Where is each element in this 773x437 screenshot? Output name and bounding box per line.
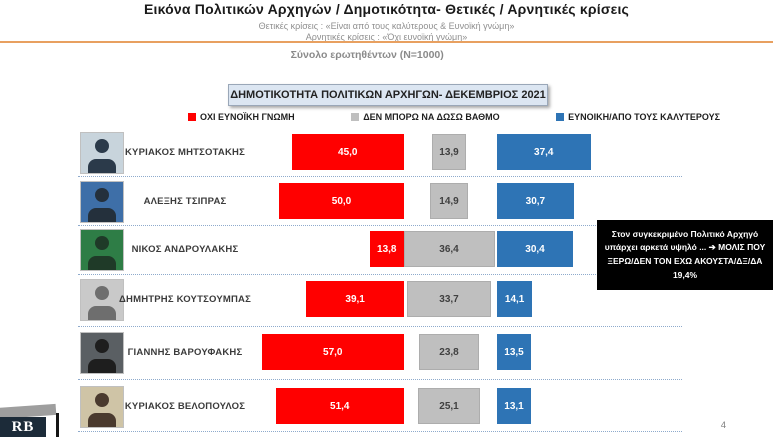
bar-value-label: 50,0 <box>331 195 352 207</box>
bar-positive: 14,1 <box>497 281 533 317</box>
annotation-box: Στον συγκεκριμένο Πολιτικό Αρχηγό υπάρχε… <box>597 220 773 290</box>
mrb-logo: RB <box>0 417 46 437</box>
row-separator <box>78 379 682 380</box>
bar-value-label: 13,1 <box>504 400 524 412</box>
politician-row: ΚΥΡΙΑΚΟΣ ΒΕΛΟΠΟΥΛΟΣ 51,4 25,1 13,1 <box>0 382 773 430</box>
bar-value-label: 39,1 <box>345 293 365 305</box>
politician-name: ΑΛΕΞΗΣ ΤΣΙΠΡΑΣ <box>143 195 227 207</box>
row-separator <box>78 176 682 177</box>
photo-body-silhouette <box>88 208 116 222</box>
politician-photo <box>80 229 124 271</box>
photo-head-silhouette <box>95 139 109 153</box>
bar-neutral: 13,9 <box>431 134 467 170</box>
chart-legend: ΟΧΙ ΕΥΝΟΪΚΗ ΓΝΩΜΗ ΔΕΝ ΜΠΟΡΩ ΝΑ ΔΩΣΩ ΒΑΘΜ… <box>188 112 720 122</box>
bar-negative: 45,0 <box>291 134 404 170</box>
politician-row: ΚΥΡΙΑΚΟΣ ΜΗΤΣΟΤΑΚΗΣ 45,0 13,9 37,4 <box>0 128 773 176</box>
bar-value-label: 30,7 <box>525 195 546 207</box>
politician-row: ΓΙΑΝΝΗΣ ΒΑΡΟΥΦΑΚΗΣ 57,0 23,8 13,5 <box>0 328 773 376</box>
page-number: 4 <box>720 420 726 431</box>
photo-head-silhouette <box>95 339 109 353</box>
politician-name: ΚΥΡΙΑΚΟΣ ΒΕΛΟΠΟΥΛΟΣ <box>124 400 246 412</box>
bar-value-label: 30,4 <box>525 243 545 255</box>
photo-body-silhouette <box>88 159 116 173</box>
slide-title: Εικόνα Πολιτικών Αρχηγών / Δημοτικότητα-… <box>143 1 630 17</box>
chart-title-box: ΔΗΜΟΤΙΚΟΤΗΤΑ ΠΟΛΙΤΙΚΩΝ ΑΡΧΗΓΩΝ- ΔΕΚΕΜΒΡΙ… <box>228 84 548 106</box>
bar-value-label: 51,4 <box>330 400 350 412</box>
politician-name: ΔΗΜΗΤΡΗΣ ΚΟΥΤΣΟΥΜΠΑΣ <box>119 293 251 305</box>
bar-value-label: 23,8 <box>439 346 459 358</box>
photo-head-silhouette <box>95 236 109 250</box>
bar-value-label: 14,1 <box>504 293 525 305</box>
bar-negative: 51,4 <box>275 388 404 424</box>
bar-value-label: 13,8 <box>377 243 397 255</box>
bar-value-label: 37,4 <box>534 146 554 158</box>
bar-value-label: 13,5 <box>504 346 524 358</box>
bar-negative: 13,8 <box>369 231 404 267</box>
logo-divider <box>56 413 59 437</box>
bar-value-label: 36,4 <box>439 243 459 255</box>
politician-photo <box>80 332 124 374</box>
legend-item-negative: ΟΧΙ ΕΥΝΟΪΚΗ ΓΝΩΜΗ <box>188 112 295 122</box>
subtitle-negative-definition: Αρνητικές κρίσεις : «Όχι ευνοϊκή γνώμη» <box>305 32 468 42</box>
bar-negative: 57,0 <box>261 334 404 370</box>
politician-row: ΝΙΚΟΣ ΑΝΔΡΟΥΛΑΚΗΣ 13,8 36,4 30,4 <box>0 225 773 273</box>
subtitle-positive-definition: Θετικές κρίσεις : «Είναι από τους καλύτε… <box>258 21 515 31</box>
legend-swatch-blue <box>556 113 565 121</box>
politician-row: ΔΗΜΗΤΡΗΣ ΚΟΥΤΣΟΥΜΠΑΣ 39,1 33,7 14,1 <box>0 275 773 323</box>
bar-positive: 13,5 <box>497 334 531 370</box>
bar-neutral: 25,1 <box>417 388 481 424</box>
bar-value-label: 13,9 <box>439 146 459 158</box>
legend-item-neutral: ΔΕΝ ΜΠΟΡΩ ΝΑ ΔΩΣΩ ΒΑΘΜΟ <box>351 112 500 122</box>
politician-photo <box>80 279 124 321</box>
photo-body-silhouette <box>88 359 116 373</box>
politician-row: ΑΛΕΞΗΣ ΤΣΙΠΡΑΣ 50,0 14,9 30,7 <box>0 177 773 225</box>
bar-neutral: 36,4 <box>403 231 495 267</box>
sample-size-note: Σύνολο ερωτηθέντων (N=1000) <box>290 49 444 61</box>
bar-positive: 13,1 <box>497 388 531 424</box>
bar-negative: 39,1 <box>306 281 404 317</box>
bar-positive: 37,4 <box>497 134 591 170</box>
bar-value-label: 14,9 <box>439 195 459 207</box>
photo-body-silhouette <box>88 256 116 270</box>
bar-positive: 30,7 <box>497 183 574 219</box>
politician-name: ΚΥΡΙΑΚΟΣ ΜΗΤΣΟΤΑΚΗΣ <box>124 146 246 158</box>
legend-label: ΟΧΙ ΕΥΝΟΪΚΗ ΓΝΩΜΗ <box>200 112 295 122</box>
row-separator <box>78 431 682 432</box>
bar-value-label: 57,0 <box>323 346 343 358</box>
header-divider-line <box>0 41 773 43</box>
row-separator <box>78 326 682 327</box>
politician-photo <box>80 132 124 174</box>
legend-swatch-red <box>188 113 196 121</box>
politician-name: ΝΙΚΟΣ ΑΝΔΡΟΥΛΑΚΗΣ <box>131 243 239 255</box>
legend-label: ΔΕΝ ΜΠΟΡΩ ΝΑ ΔΩΣΩ ΒΑΘΜΟ <box>363 112 500 122</box>
photo-body-silhouette <box>88 306 116 320</box>
photo-body-silhouette <box>88 413 116 427</box>
bar-value-label: 25,1 <box>439 400 459 412</box>
bar-positive: 30,4 <box>497 231 573 267</box>
bar-neutral: 23,8 <box>419 334 479 370</box>
photo-head-silhouette <box>95 286 109 300</box>
legend-item-positive: ΕΥΝΟΙΚΗ/ΑΠΟ ΤΟΥΣ ΚΑΛΥΤΕΡΟΥΣ <box>556 112 720 122</box>
politician-photo <box>80 386 124 428</box>
politician-photo <box>80 181 124 223</box>
row-separator <box>78 274 682 275</box>
legend-swatch-gray <box>351 113 360 121</box>
photo-head-silhouette <box>95 188 109 202</box>
bar-value-label: 33,7 <box>439 293 459 305</box>
politician-name: ΓΙΑΝΝΗΣ ΒΑΡΟΥΦΑΚΗΣ <box>127 346 243 358</box>
bar-value-label: 45,0 <box>338 146 358 158</box>
legend-label: ΕΥΝΟΙΚΗ/ΑΠΟ ΤΟΥΣ ΚΑΛΥΤΕΡΟΥΣ <box>568 112 720 122</box>
bar-neutral: 33,7 <box>406 281 492 317</box>
photo-head-silhouette <box>95 393 109 407</box>
bar-neutral: 14,9 <box>430 183 468 219</box>
row-separator <box>78 225 682 226</box>
bar-negative: 50,0 <box>279 183 404 219</box>
